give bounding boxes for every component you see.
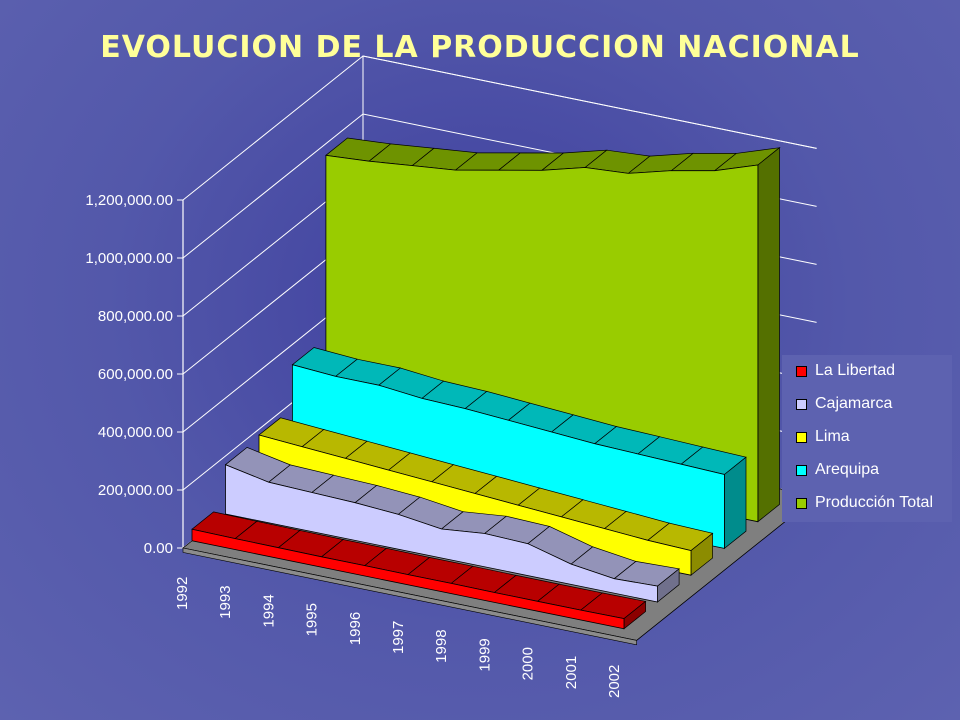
legend-label: Arequipa <box>815 461 880 478</box>
legend-label: Lima <box>815 428 850 445</box>
legend-item: Producción Total <box>796 493 933 513</box>
legend-label: La Libertad <box>815 362 896 379</box>
ribbon-front-face <box>258 434 692 576</box>
legend-item: Cajamarca <box>796 394 892 414</box>
series-arequipa <box>291 347 747 550</box>
x-tick-label: 2002 <box>606 665 623 698</box>
y-axis-ticks: 0.00 200,000.00 400,000.00 600,000.00 800,00… <box>85 192 183 557</box>
gridline <box>182 55 817 201</box>
x-tick-label: 1997 <box>390 621 407 654</box>
x-tick-label: 1999 <box>476 638 493 671</box>
x-tick-label: 1994 <box>260 594 277 627</box>
x-tick-label: 1996 <box>347 612 364 645</box>
ribbon-end-cap <box>757 146 780 523</box>
legend-swatch <box>796 464 807 476</box>
x-tick-label: 2001 <box>563 656 580 689</box>
legend-swatch <box>796 398 807 410</box>
x-tick-label: 1993 <box>217 585 234 618</box>
legend-swatch <box>796 365 807 377</box>
y-tick-label: 1,200,000.00 <box>85 192 173 209</box>
series-lima <box>258 417 714 576</box>
y-tick-label: 0.00 <box>144 540 173 557</box>
ribbon-front-face <box>291 364 725 549</box>
legend-item: La Libertad <box>796 361 895 381</box>
x-tick-label: 1995 <box>304 603 321 636</box>
ribbon-front-face <box>225 464 658 603</box>
x-tick-label: 1992 <box>174 577 191 610</box>
x-tick-label: 1998 <box>433 629 450 662</box>
series-ribbons <box>191 137 781 630</box>
x-tick-label: 2000 <box>520 647 537 680</box>
legend-label: Producción Total <box>815 494 933 511</box>
floor-front-edge <box>182 547 637 646</box>
legend-swatch <box>796 431 807 443</box>
y-tick-label: 800,000.00 <box>98 308 173 325</box>
legend-item: Lima <box>796 427 850 447</box>
y-tick-label: 600,000.00 <box>98 366 173 383</box>
y-tick-label: 200,000.00 <box>98 482 173 499</box>
legend: La Libertad Cajamarca Lima Arequipa Producci… <box>782 355 952 522</box>
legend-swatch <box>796 497 807 509</box>
ribbon-front-face <box>191 528 625 630</box>
series-la-libertad <box>191 511 647 630</box>
chart-title: EVOLUCION DE LA PRODUCCION NACIONAL <box>100 30 860 65</box>
legend-label: Cajamarca <box>815 395 893 412</box>
y-tick-label: 400,000.00 <box>98 424 173 441</box>
y-tick-label: 1,000,000.00 <box>85 250 173 267</box>
x-axis-ticks: 1992 1993 1994 1995 1996 1997 1998 1999 2000 2001… <box>174 577 623 698</box>
legend-item: Arequipa <box>796 460 879 480</box>
series-cajamarca <box>224 446 680 603</box>
